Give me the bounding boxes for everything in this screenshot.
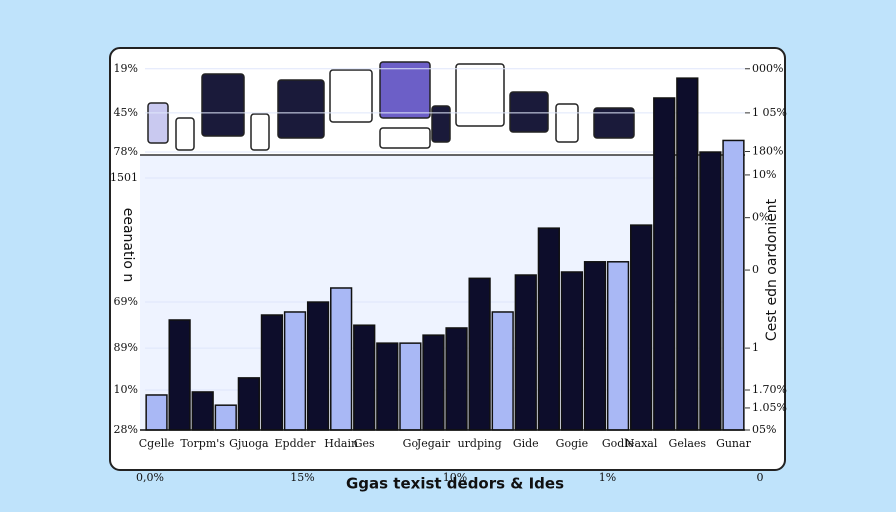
bar — [491, 311, 514, 431]
device-strip — [147, 61, 635, 151]
x-tick-label: Gjuoga — [229, 437, 269, 450]
y-tick-label: 19% — [114, 62, 138, 75]
bar — [191, 391, 214, 431]
bar — [422, 334, 445, 431]
x-tick-label: Gogie — [556, 437, 588, 450]
bar — [376, 342, 399, 431]
x-tick-label: Cgelle — [139, 437, 175, 450]
y2-tick-label: 000% — [752, 62, 783, 75]
bar — [560, 271, 584, 431]
y2-tick-label: 0 — [752, 263, 759, 276]
x-tick-label: Godle — [602, 437, 634, 450]
y-tick-label: 1501 — [110, 171, 138, 184]
y2-tick-label: 180% — [752, 144, 783, 157]
y-tick-label: 78% — [114, 145, 138, 158]
bar — [630, 224, 653, 431]
y2-tick-label: 1 — [752, 341, 759, 354]
x-axis-label: 15% — [290, 471, 314, 484]
x-tick-label: Go — [403, 437, 419, 450]
bar — [514, 274, 537, 431]
x-axis-label: 1% — [599, 471, 616, 484]
y-tick-label: 45% — [114, 106, 138, 119]
x-tick-label: Gide — [513, 437, 539, 450]
x-axis-title: Ggas texist dedors & Ides — [346, 475, 564, 493]
bar — [353, 324, 376, 431]
x-tick-label: Ges — [354, 437, 375, 450]
bar — [537, 227, 560, 431]
x-tick-label: Naxal — [625, 437, 658, 450]
bar — [283, 311, 307, 431]
x-axis-label: 0 — [757, 471, 764, 484]
bar — [260, 314, 284, 431]
x-axis-label: 0,0% — [136, 471, 164, 484]
y-tick-label: 10% — [114, 383, 138, 396]
bar — [722, 139, 745, 431]
y2-tick-label: 0% — [752, 211, 769, 224]
y2-tick-label: 1.05% — [752, 401, 787, 414]
bar — [699, 151, 722, 431]
x-tick-label: Torpm's — [180, 437, 225, 450]
bar — [237, 377, 260, 431]
y2-tick-label: 10% — [752, 168, 776, 181]
bar — [145, 394, 168, 431]
x-axis-label: 10% — [443, 471, 467, 484]
x-tick-label: Gunar — [716, 437, 752, 450]
y-axis-title: eeanatio n — [120, 208, 136, 283]
bar — [468, 277, 491, 431]
bar — [399, 342, 422, 431]
y-tick-label: 89% — [114, 341, 138, 354]
bar — [306, 301, 330, 431]
x-tick-label: Jegair — [416, 437, 451, 450]
x-tick-label: Epdder — [275, 437, 317, 450]
bar — [330, 287, 353, 431]
y2-axis-title: Cest edn oardonient — [764, 198, 780, 341]
y2-tick-label: 05% — [752, 423, 776, 436]
bar — [676, 77, 699, 431]
y2-tick-label: 1 05% — [752, 106, 787, 119]
bar — [583, 261, 607, 431]
x-tick-label: Hdain — [324, 437, 358, 450]
bar — [445, 327, 468, 431]
bar — [214, 404, 237, 431]
bar — [168, 319, 191, 431]
y-tick-label: 69% — [114, 295, 138, 308]
x-tick-label: urdping — [458, 437, 502, 450]
bar — [653, 97, 676, 431]
x-tick-label: Gelaes — [669, 437, 707, 450]
bar — [606, 261, 630, 431]
y-tick-label: 28% — [114, 423, 138, 436]
y2-tick-label: 1.70% — [752, 383, 787, 396]
